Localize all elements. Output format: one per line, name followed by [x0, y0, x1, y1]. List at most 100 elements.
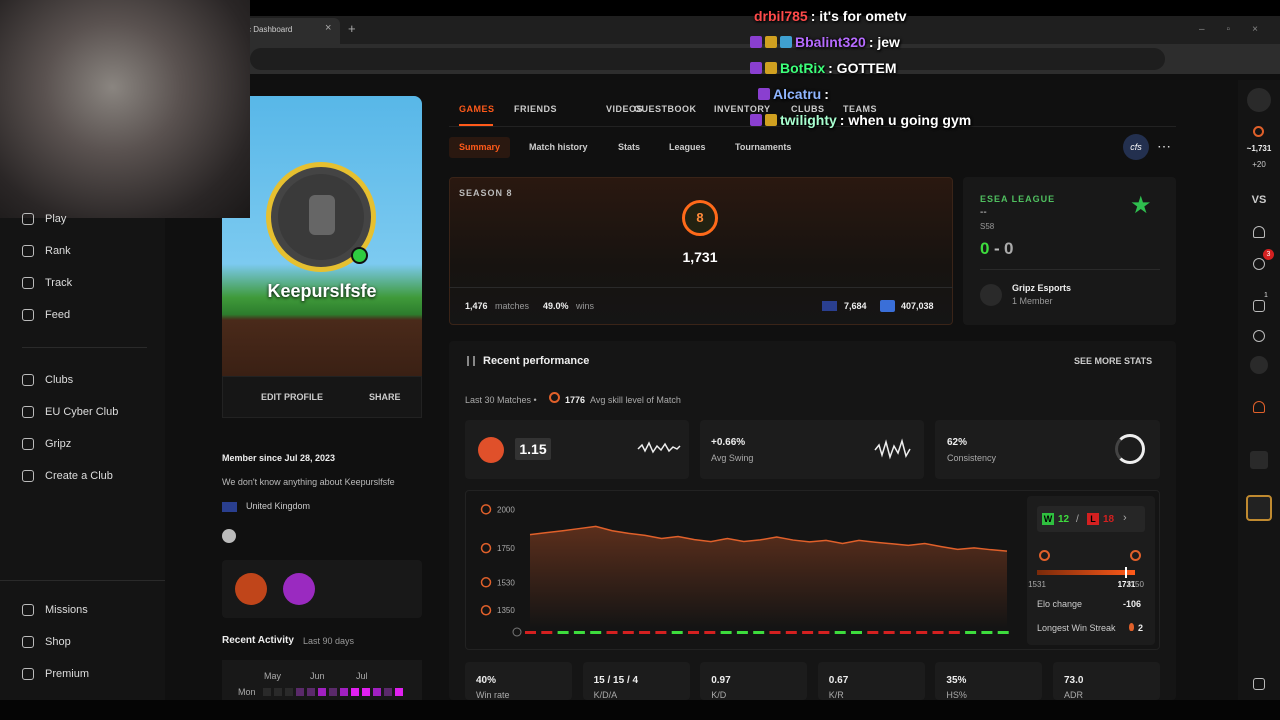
chat-badge: [758, 88, 770, 100]
avg-skill-label: Avg skill level of Match: [590, 395, 681, 405]
avg-skill: 1776: [565, 395, 586, 405]
esea-sep: -: [994, 239, 1000, 258]
stat-label: HS%: [946, 690, 967, 700]
tab[interactable]: TEAMS: [843, 104, 877, 114]
tab[interactable]: FRIENDS: [514, 104, 558, 114]
consistency: 62%: [947, 437, 968, 448]
result-dash: [622, 631, 634, 634]
chip-icon[interactable]: [1246, 495, 1272, 521]
matches-label: matches: [495, 301, 530, 311]
tab[interactable]: GAMES: [459, 104, 495, 114]
stat-card: [935, 662, 1043, 700]
anticheat-icon[interactable]: [1253, 678, 1265, 690]
add-icon[interactable]: [1253, 330, 1265, 342]
team-name[interactable]: Gripz Esports: [1012, 283, 1072, 293]
tick-icon: [480, 542, 492, 554]
nav-item[interactable]: Missions: [45, 604, 88, 616]
tab[interactable]: [240, 18, 340, 44]
chat-message: : GOTTEM: [828, 60, 897, 76]
result-dash: [981, 631, 993, 634]
friends-icon[interactable]: [1253, 258, 1265, 270]
info-icon: [512, 627, 522, 637]
esea-title: ESEA LEAGUE: [980, 194, 1056, 204]
perf-icon: [467, 356, 475, 366]
tab[interactable]: GUESTBOOK: [634, 104, 697, 114]
tab[interactable]: INVENTORY: [714, 104, 771, 114]
user-avatar[interactable]: [1247, 88, 1271, 112]
chat-badge: [750, 114, 762, 126]
nav-icon: [22, 668, 34, 680]
subtab[interactable]: Leagues: [669, 142, 706, 152]
headset-icon[interactable]: [1253, 401, 1265, 413]
activity-cell: [296, 688, 304, 696]
rail-vs[interactable]: VS: [1251, 194, 1267, 206]
nav-icon: [22, 406, 34, 418]
tab[interactable]: VIDEOS: [606, 104, 644, 114]
activity-cell: [351, 688, 359, 696]
result-dash: [590, 631, 602, 634]
tab-close[interactable]: ×: [325, 22, 332, 34]
nav-item[interactable]: Shop: [45, 636, 71, 648]
profile-name: Keepurslfsfe: [267, 281, 377, 301]
result-dash: [851, 631, 862, 634]
nav-item[interactable]: Feed: [45, 309, 71, 321]
window-controls[interactable]: –▫×: [1199, 24, 1280, 35]
see-more[interactable]: SEE MORE STATS: [1074, 356, 1153, 366]
result-dash: [802, 631, 814, 634]
right-rail: [1238, 80, 1280, 700]
chat-badge: [765, 62, 777, 74]
nav-item[interactable]: EU Cyber Club: [45, 406, 119, 418]
new-tab[interactable]: +: [348, 21, 356, 36]
bell-icon[interactable]: [1253, 226, 1265, 238]
month-label: May: [264, 671, 282, 681]
swing-card: [700, 420, 924, 479]
chat-badge: [765, 36, 777, 48]
activity-cell: [362, 688, 370, 696]
avatar-small[interactable]: [1250, 451, 1268, 469]
steam-icon[interactable]: [222, 529, 236, 543]
subtab[interactable]: Summary: [449, 137, 511, 158]
team-logo[interactable]: cfs: [1123, 134, 1149, 160]
result-dash: [932, 631, 944, 634]
address-bar[interactable]: [250, 48, 1165, 70]
edit-profile[interactable]: EDIT PROFILE: [261, 392, 324, 402]
subtab[interactable]: Stats: [618, 142, 641, 152]
nav-item[interactable]: Rank: [45, 245, 71, 257]
esea-division: --: [980, 207, 987, 218]
more-menu[interactable]: ⋯: [1157, 138, 1171, 154]
badge[interactable]: [235, 573, 267, 605]
subtab[interactable]: Match history: [529, 142, 588, 152]
season-divider: [449, 287, 953, 288]
chat-badge: [765, 114, 777, 126]
nav-item[interactable]: Create a Club: [45, 470, 113, 482]
chat-message: :: [824, 86, 829, 102]
result-dash: [541, 631, 553, 634]
result-dash: [655, 631, 667, 634]
esea-logo: ★: [1130, 192, 1152, 219]
nav-icon: [22, 470, 34, 482]
nav-item[interactable]: Play: [45, 213, 67, 225]
team-members: 1 Member: [1012, 296, 1053, 306]
team-avatar: [980, 284, 1002, 306]
stat-label: K/D/A: [593, 690, 618, 700]
result-dash: [818, 631, 830, 634]
nav-item[interactable]: Track: [45, 277, 73, 289]
stat-card: [582, 662, 690, 700]
activity-box: May Jun Jul Mon: [222, 660, 422, 700]
tab[interactable]: CLUBS: [791, 104, 825, 114]
nav-item[interactable]: Premium: [45, 668, 90, 680]
avatar-small[interactable]: [1250, 356, 1268, 374]
party-icon[interactable]: [1253, 300, 1265, 312]
consistency-ring: [1115, 434, 1145, 464]
badge[interactable]: [283, 573, 315, 605]
fire-icon: [1129, 623, 1134, 631]
day-label: Mon: [238, 687, 256, 697]
activity-cell: [307, 688, 315, 696]
rank-region: 407,038: [901, 301, 934, 311]
sparkline: [874, 438, 911, 460]
nav-item[interactable]: Gripz: [45, 438, 72, 450]
share[interactable]: SHARE: [369, 392, 401, 402]
nav-icon: [22, 277, 34, 289]
nav-item[interactable]: Clubs: [45, 374, 74, 386]
subtab[interactable]: Tournaments: [735, 142, 792, 152]
